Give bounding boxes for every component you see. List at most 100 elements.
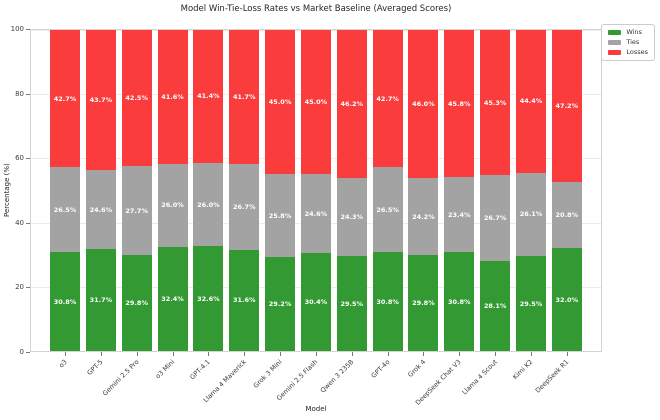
segment-value-label: 24.2% <box>412 212 435 221</box>
segment-wins: 32.4% <box>157 247 188 351</box>
segment-losses: 42.5% <box>121 30 152 167</box>
legend-label: Wins <box>626 28 642 36</box>
x-tick-mark <box>172 352 174 356</box>
segment-value-label: 29.8% <box>412 299 435 308</box>
segment-losses: 41.4% <box>193 30 224 163</box>
bar-gpt-4-1: 32.6% 26.0% 41.4% <box>193 30 224 351</box>
x-tick-label-kimi-k2: Kimi K2 <box>511 358 535 382</box>
segment-value-label: 30.4% <box>304 298 328 307</box>
y-tick-mark-100 <box>26 29 30 30</box>
legend-label: Ties <box>626 38 640 46</box>
bar-deepseek-r1: 32.0% 20.8% 47.2% <box>551 30 582 351</box>
segment-losses: 45.0% <box>300 30 331 175</box>
segment-value-label: 32.6% <box>197 294 220 303</box>
segment-value-label: 30.8% <box>448 297 471 306</box>
y-tick-label-100: 100 <box>10 25 24 33</box>
x-tick-mark <box>566 352 568 356</box>
segment-losses: 42.7% <box>50 30 80 168</box>
y-tick-label-0: 0 <box>19 348 24 356</box>
x-tick-mark <box>65 352 66 356</box>
segment-value-label: 45.3% <box>483 98 507 107</box>
segment-wins: 30.8% <box>50 252 80 351</box>
legend: Wins Ties Losses <box>601 24 655 61</box>
segment-losses: 43.7% <box>85 30 116 171</box>
plot-area: 30.8% 26.5% 42.7% 31.7% 24.6% 43.7% 29.8% 27.7%… <box>30 29 602 352</box>
bar-deepseek-chat-v3: 30.8% 23.4% 45.8% <box>444 30 475 351</box>
segment-value-label: 26.5% <box>376 205 399 214</box>
segment-value-label: 32.0% <box>555 295 579 304</box>
segment-value-label: 45.0% <box>304 98 328 107</box>
segment-losses: 45.3% <box>480 30 511 176</box>
segment-losses: 42.7% <box>372 30 403 168</box>
segment-losses: 41.6% <box>157 30 188 164</box>
legend-item-wins: Wins <box>608 29 648 36</box>
x-tick-label-deepseek-r1: DeepSeek R1 <box>533 358 571 395</box>
legend-swatch-ties <box>608 40 622 45</box>
segment-value-label: 47.2% <box>555 101 579 110</box>
segment-value-label: 20.8% <box>555 210 579 219</box>
segment-wins: 30.8% <box>444 252 475 351</box>
x-tick-mark <box>459 352 461 356</box>
segment-value-label: 24.6% <box>89 205 113 214</box>
x-tick-mark <box>387 352 389 356</box>
bar-grok-4: 29.8% 24.2% 46.0% <box>408 30 439 351</box>
segment-value-label: 29.2% <box>268 300 292 309</box>
segment-value-label: 42.5% <box>125 94 148 103</box>
segment-value-label: 27.7% <box>125 206 148 215</box>
x-tick-label-o3: o3 <box>57 358 69 370</box>
segment-wins: 29.5% <box>515 256 546 351</box>
segment-wins: 32.6% <box>193 246 224 351</box>
segment-value-label: 46.0% <box>412 99 435 108</box>
y-axis-label: Percentage (%) <box>3 163 11 218</box>
x-tick-mark <box>280 352 282 356</box>
y-tick-label-40: 40 <box>15 218 24 227</box>
segment-ties: 26.0% <box>193 162 224 247</box>
segment-value-label: 25.8% <box>268 211 292 220</box>
y-tick-label-80: 80 <box>15 89 24 98</box>
y-tick-mark-20 <box>26 287 30 289</box>
segment-value-label: 41.4% <box>197 92 220 101</box>
y-tick-mark-0 <box>26 352 30 353</box>
segment-losses: 47.2% <box>551 30 582 182</box>
segment-wins: 30.8% <box>372 252 403 351</box>
x-tick-label-grok-4: Grok 4 <box>406 358 428 379</box>
legend-label: Losses <box>626 48 648 56</box>
segment-ties: 26.7% <box>480 175 511 261</box>
y-tick-label-20: 20 <box>15 283 24 292</box>
segment-value-label: 30.8% <box>376 297 399 306</box>
segment-value-label: 41.7% <box>232 92 256 101</box>
segment-wins: 30.4% <box>300 253 331 351</box>
segment-value-label: 29.5% <box>340 299 364 308</box>
bar-gpt-4o: 30.8% 26.5% 42.7% <box>372 30 403 351</box>
x-tick-label-gpt-4-1: GPT-4.1 <box>188 358 213 382</box>
segment-value-label: 26.0% <box>197 200 220 209</box>
segment-value-label: 29.8% <box>125 299 148 308</box>
segment-value-label: 29.5% <box>519 299 543 308</box>
x-tick-mark <box>351 352 353 356</box>
segment-wins: 29.8% <box>408 255 439 351</box>
y-tick-mark-60 <box>26 158 30 160</box>
segment-ties: 24.3% <box>336 178 367 257</box>
segment-losses: 41.7% <box>229 30 260 164</box>
bar-llama-4-maverick: 31.6% 26.7% 41.7% <box>229 30 260 351</box>
segment-value-label: 31.7% <box>89 296 113 305</box>
segment-wins: 29.8% <box>121 255 152 351</box>
segment-losses: 46.0% <box>408 30 439 178</box>
segment-wins: 29.5% <box>336 256 367 351</box>
segment-ties: 26.5% <box>372 167 403 253</box>
segment-losses: 44.4% <box>515 30 546 173</box>
bar-o3-mini: 32.4% 26.0% 41.6% <box>157 30 188 351</box>
segment-wins: 31.7% <box>85 249 116 351</box>
segment-value-label: 32.4% <box>161 295 184 303</box>
segment-value-label: 44.4% <box>519 97 543 106</box>
segment-value-label: 26.1% <box>519 210 543 219</box>
segment-losses: 45.8% <box>444 30 475 178</box>
segment-value-label: 26.7% <box>483 214 507 223</box>
bar-gpt-5: 31.7% 24.6% 43.7% <box>85 30 116 351</box>
x-axis-tick-labels: o3 GPT-5 Gemini 2.5 Pro o3 Mini GPT-4.1 Llama… <box>0 358 660 408</box>
segment-value-label: 24.3% <box>340 213 364 222</box>
x-tick-mark <box>315 352 317 356</box>
segment-ties: 26.5% <box>50 167 80 253</box>
segment-wins: 31.6% <box>229 249 260 351</box>
